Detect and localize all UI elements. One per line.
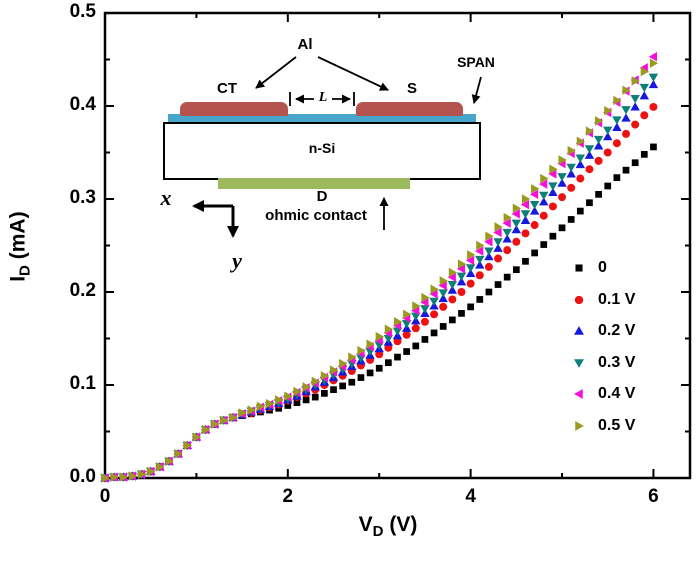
y-axis-title-subscript: D <box>16 265 34 276</box>
legend-label: 0.1 V <box>598 290 636 308</box>
s-label: S <box>406 80 417 97</box>
triangle-left-legend-marker-icon <box>560 386 598 402</box>
y-tick-label: 0.3 <box>69 187 96 208</box>
y-coordinate-label: y <box>232 248 242 273</box>
legend-label: 0 <box>598 259 607 276</box>
legend-item-0.1V: 0.1 V <box>560 284 690 316</box>
x-tick-label: 6 <box>648 486 659 507</box>
triangle-down-legend-marker-icon <box>560 355 598 371</box>
al-label: Al <box>297 36 313 53</box>
legend-item-0.5V: 0.5 V <box>560 410 690 442</box>
y-tick-label: 0.2 <box>69 280 96 301</box>
triangle-up-legend-marker-icon <box>560 323 598 339</box>
legend-label: 0.2 V <box>598 322 636 340</box>
square-legend-marker-icon <box>560 260 598 276</box>
al-arrow-to-s <box>317 56 389 91</box>
x-coordinate-label: x <box>160 185 172 210</box>
inset-span-layer <box>168 114 476 122</box>
inset-ohmic-contact-strip <box>218 178 410 189</box>
l-dimension-label: L <box>318 90 328 105</box>
span-arrow <box>471 76 482 104</box>
legend-label: 0.3 V <box>598 353 636 371</box>
y-tick-label: 0.5 <box>69 1 96 22</box>
legend-label: 0.4 V <box>598 385 636 403</box>
legend-label: 0.5 V <box>598 417 636 434</box>
legend-item-0: 0 <box>560 252 690 284</box>
y-tick-label: 0.0 <box>69 466 96 487</box>
x-tick-label: 2 <box>282 486 294 507</box>
span-label: SPAN <box>457 54 495 70</box>
y-tick-label: 0.4 <box>69 94 96 115</box>
inset-al-contact-ct <box>180 102 288 116</box>
legend-item-0.2V: 0.2 V <box>560 315 690 347</box>
triangle-right-legend-marker-icon <box>560 418 598 434</box>
circle-legend-marker-icon <box>560 292 598 308</box>
al-arrow-to-ct <box>255 56 297 89</box>
legend-item-0.4V: 0.4 V <box>560 378 690 410</box>
y-axis-title: ID (mA) <box>6 147 33 347</box>
ct-label: CT <box>217 80 237 97</box>
x-axis-title: VD (V) <box>288 513 488 540</box>
y-axis-title-symbol: I <box>6 275 30 282</box>
x-tick-label: 0 <box>99 486 111 507</box>
x-tick-label: 4 <box>465 486 476 507</box>
inset-al-contact-s <box>356 102 463 116</box>
x-axis-title-unit: (V) <box>383 513 418 536</box>
y-axis-title-unit: (mA) <box>6 211 30 266</box>
d-label: D <box>316 188 328 205</box>
x-axis-title-symbol: V <box>358 513 373 536</box>
y-tick-label: 0.1 <box>69 373 96 394</box>
legend-item-0.3V: 0.3 V <box>560 347 690 379</box>
nsi-label: n-Si <box>308 140 336 156</box>
ohmic-contact-label: ohmic contact <box>265 207 367 224</box>
x-axis-title-subscript: D <box>372 523 384 541</box>
